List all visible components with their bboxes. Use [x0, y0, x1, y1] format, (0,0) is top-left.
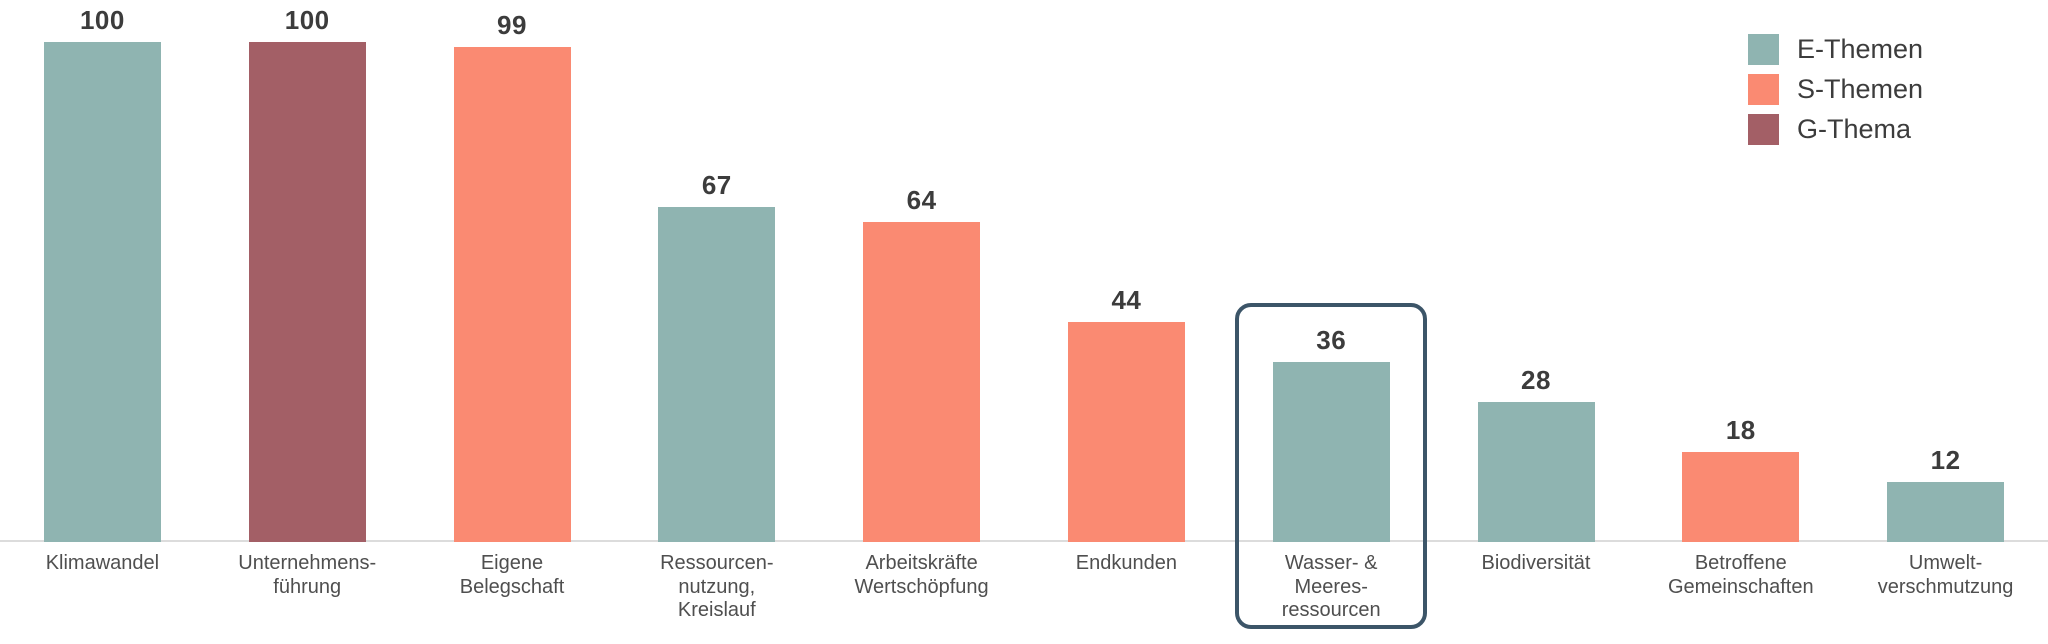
bar-value-label: 100 — [284, 5, 330, 35]
x-axis-line — [0, 540, 2048, 542]
legend-label-g-thema: G-Thema — [1797, 114, 1912, 144]
legend: E-Themen S-Themen G-Thema — [1748, 34, 1923, 145]
bar — [658, 207, 776, 542]
bar — [1477, 402, 1595, 542]
legend-swatch-e-themen — [1748, 34, 1779, 65]
category-label: Unternehmens- führung — [238, 552, 377, 598]
bar — [1887, 482, 2005, 542]
bar — [453, 47, 571, 542]
legend-label-e-themen: E-Themen — [1797, 34, 1924, 64]
bar-value-label: 12 — [1930, 445, 1961, 475]
bar — [1067, 322, 1185, 542]
bar-value-label: 28 — [1521, 365, 1551, 395]
bar-value-label: 44 — [1111, 285, 1142, 315]
category-label: Biodiversität — [1481, 552, 1591, 574]
legend-swatch-g-thema — [1748, 114, 1779, 145]
category-label: Betroffene Gemeinschaften — [1667, 552, 1814, 598]
bar — [43, 42, 161, 542]
bar — [863, 222, 981, 542]
legend-label-s-themen: S-Themen — [1797, 74, 1924, 104]
bar — [248, 42, 366, 542]
bar-value-label: 36 — [1316, 325, 1347, 355]
category-label: Ressourcen- nutzung, Kreislauf — [660, 552, 774, 622]
legend-item-s-themen: S-Themen — [1748, 74, 1923, 105]
legend-item-e-themen: E-Themen — [1748, 34, 1923, 65]
category-label: Endkunden — [1075, 552, 1177, 574]
bar-value-label: 99 — [497, 10, 527, 40]
bar-value-label: 67 — [701, 170, 732, 200]
bar-value-label: 64 — [906, 185, 937, 215]
bar — [1682, 452, 1800, 542]
legend-item-g-thema: G-Thema — [1748, 114, 1923, 145]
bar-value-label: 100 — [79, 5, 125, 35]
category-label: Wasser- & Meeres- ressourcen — [1281, 552, 1381, 622]
category-label: Umwelt- verschmutzung — [1877, 552, 2014, 598]
legend-swatch-s-themen — [1748, 74, 1779, 105]
category-label: Klimawandel — [45, 552, 160, 574]
category-label: Eigene Belegschaft — [459, 552, 565, 598]
bar — [1272, 362, 1390, 542]
category-label: Arbeitskräfte Wertschöpfung — [854, 552, 989, 598]
bar-value-label: 18 — [1725, 415, 1756, 445]
